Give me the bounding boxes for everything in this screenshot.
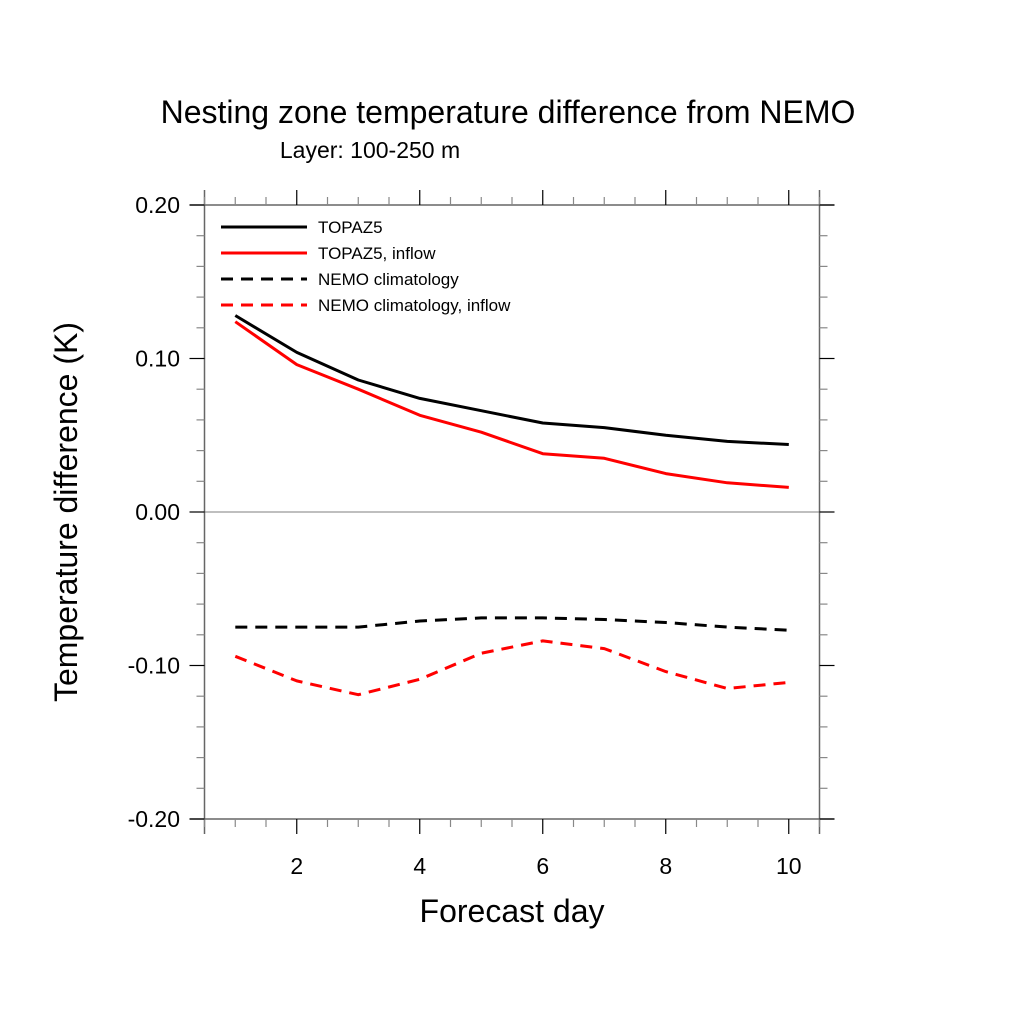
- series-line-0: [234, 314, 789, 446]
- x-tick-label: 8: [659, 853, 672, 879]
- plot-series: [234, 314, 789, 697]
- legend-label: TOPAZ5, inflow: [318, 244, 436, 263]
- y-tick-label: -0.20: [128, 806, 180, 832]
- y-tick-label: 0.10: [135, 346, 180, 372]
- x-axis-label: Forecast day: [420, 893, 605, 929]
- x-tick-label: 10: [776, 853, 802, 879]
- legend-label: TOPAZ5: [318, 218, 383, 237]
- legend-label: NEMO climatology: [318, 270, 459, 289]
- x-tick-label: 4: [413, 853, 426, 879]
- x-tick-label: 2: [290, 853, 303, 879]
- legend: TOPAZ5 TOPAZ5, inflow NEMO climatology NEMO…: [221, 218, 511, 315]
- series-line-1: [234, 320, 789, 489]
- y-tick-label: -0.10: [128, 653, 180, 679]
- legend-label: NEMO climatology, inflow: [318, 296, 511, 315]
- axes: 2 4 6 8 10 -0.20 -0.10 0.00 0.10 0.20: [128, 190, 835, 879]
- chart-subtitle: Layer: 100-250 m: [280, 137, 460, 163]
- x-tick-label: 6: [536, 853, 549, 879]
- y-tick-label: 0.20: [135, 192, 180, 218]
- series-line-2: [235, 616, 789, 632]
- y-tick-label: 0.00: [135, 499, 180, 525]
- chart-title: Nesting zone temperature difference from…: [161, 94, 856, 130]
- series-line-3: [234, 639, 789, 697]
- y-axis-label: Temperature difference (K): [48, 322, 84, 702]
